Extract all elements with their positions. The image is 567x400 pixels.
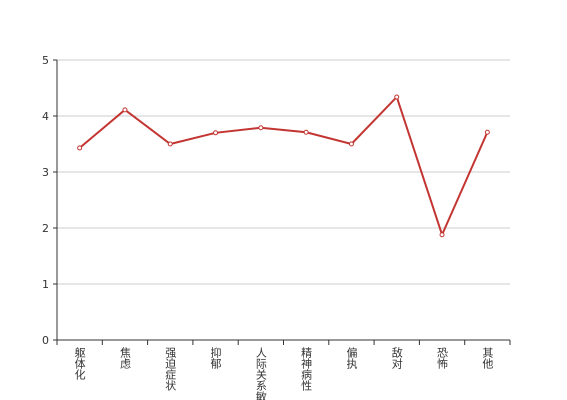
point xyxy=(484,129,490,135)
point xyxy=(394,94,400,100)
x-tick-label: 偏执 xyxy=(345,346,358,370)
x-tick-label: 抑郁 xyxy=(209,346,222,369)
line xyxy=(79,95,489,238)
y-tick-label: 2 xyxy=(42,222,49,235)
point xyxy=(348,141,354,147)
x-tick-label: 强迫症状 xyxy=(164,347,177,391)
y-tick-label: 3 xyxy=(42,166,49,179)
x-tick-label: 其他 xyxy=(481,347,494,369)
point xyxy=(258,125,264,131)
x-tick-label: 人际关系敏感 xyxy=(254,347,267,400)
point xyxy=(122,107,128,113)
point xyxy=(77,145,83,151)
y-tick-label: 1 xyxy=(42,278,49,291)
x-tick-label: 躯体化 xyxy=(73,347,86,381)
point xyxy=(167,141,173,147)
x-tick-label: 精神病性 xyxy=(300,347,313,392)
x-tick-label: 焦虑 xyxy=(118,347,131,369)
y-tick-label: 5 xyxy=(42,54,49,67)
x-tick-label: 恐怖 xyxy=(436,347,449,369)
point xyxy=(439,232,445,238)
y-tick-label: 0 xyxy=(42,334,49,347)
x-tick-label: 敌对 xyxy=(390,346,403,369)
point xyxy=(303,129,309,135)
point xyxy=(213,130,219,136)
y-tick-label: 4 xyxy=(42,110,49,123)
